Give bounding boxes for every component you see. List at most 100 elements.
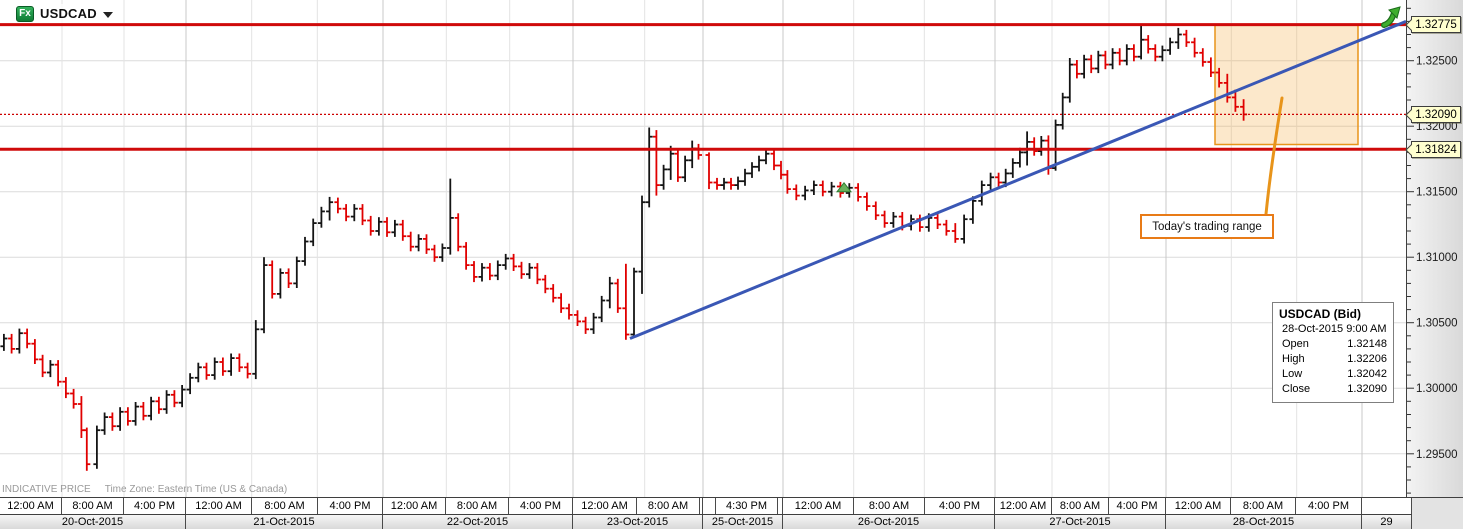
time-cell: 8:00 AM <box>637 498 700 514</box>
ohlc-bar <box>660 164 668 190</box>
ohlc-bar <box>741 168 749 186</box>
trend-up-arrow-icon <box>1381 6 1401 28</box>
ohlc-bar <box>854 183 862 202</box>
tooltip-row-label: High <box>1282 353 1305 365</box>
ohlc-bar <box>762 148 770 165</box>
ohlc-bar <box>916 214 924 232</box>
time-cell: 4:00 PM <box>509 498 573 514</box>
event-marker-icon <box>835 181 853 193</box>
ohlc-bar <box>116 407 124 431</box>
ohlc-bar <box>1231 89 1239 112</box>
ohlc-bar <box>1052 119 1060 171</box>
ohlc-bar <box>8 333 16 354</box>
ohlc-bar <box>934 213 942 229</box>
ohlc-bar <box>606 276 614 309</box>
ohlc-bar <box>108 412 116 431</box>
ohlc-bar <box>533 263 541 285</box>
price-axis[interactable]: 1.32500 1.32000 1.31500 1.31000 1.30500 1.300… <box>1406 0 1463 497</box>
timezone-label: Time Zone: Eastern Time (US & Canada) <box>104 484 288 495</box>
ohlc-bar <box>1116 48 1124 66</box>
ohlc-bar <box>285 268 293 288</box>
symbol-dropdown[interactable]: Fx USDCAD <box>12 4 117 23</box>
ohlc-bar <box>1207 57 1215 77</box>
ohlc-bar <box>1223 73 1231 103</box>
time-cell <box>1362 498 1412 514</box>
ohlc-bar <box>93 425 101 469</box>
ohlc-bar <box>574 310 581 326</box>
ohlc-bar <box>1182 29 1190 47</box>
ohlc-bar <box>1101 50 1109 70</box>
ohlc-bar <box>139 402 147 421</box>
symbol-label: USDCAD <box>40 6 97 21</box>
chart-plot-area[interactable]: Fx USDCAD INDICATIVE PRICE Time Zone: Eas… <box>0 0 1406 497</box>
ohlc-bar <box>252 320 260 380</box>
price-axis-label: 1.31500 <box>1416 187 1458 199</box>
ohlc-bar <box>39 354 47 378</box>
ohlc-bar <box>713 177 721 190</box>
ohlc-bar <box>470 261 478 283</box>
today-range-box <box>1214 24 1359 146</box>
ohlc-bar <box>15 328 23 354</box>
ohlc-bar <box>431 244 438 262</box>
tooltip-datetime: 28-Oct-2015 9:00 AM <box>1282 323 1387 335</box>
ohlc-bar <box>178 385 186 408</box>
time-cell: 4:00 PM <box>124 498 186 514</box>
ohlc-bar <box>147 396 155 421</box>
ohlc-bar <box>1123 44 1131 66</box>
time-cell: 8:00 AM <box>1052 498 1109 514</box>
ohlc-bar <box>1009 158 1017 178</box>
time-cell: 8:00 AM <box>62 498 124 514</box>
ohlc-bar <box>407 231 415 252</box>
ohlc-bar <box>889 212 897 228</box>
time-cell: 8:00 AM <box>446 498 509 514</box>
ohlc-bar <box>359 204 366 226</box>
ohlc-bar <box>170 390 178 408</box>
ohlc-bar <box>1066 58 1074 103</box>
ohlc-bar <box>978 180 986 206</box>
time-axis-row[interactable]: 12:00 AM 8:00 AM 4:00 PM 12:00 AM 8:00 AM 4:0… <box>0 497 1412 514</box>
ohlc-bar <box>367 215 375 236</box>
time-cell: 12:00 AM <box>783 498 854 514</box>
ohlc-bar <box>1144 35 1152 54</box>
tooltip-row: High 1.32206 <box>1279 352 1387 367</box>
ohlc-bar <box>674 149 682 182</box>
ohlc-bar <box>46 360 54 378</box>
ohlc-bar <box>770 149 778 171</box>
ohlc-bar <box>268 260 276 299</box>
ohlc-bar <box>219 357 227 376</box>
time-cell: 12:00 AM <box>0 498 62 514</box>
callout-connector <box>1264 96 1284 216</box>
time-cell: 8:00 AM <box>854 498 925 514</box>
price-axis-label: 1.31000 <box>1416 252 1458 264</box>
ohlc-bar <box>83 427 91 471</box>
ohlc-bar <box>54 360 62 387</box>
ohlc-bar <box>645 127 653 208</box>
time-cell: 4:00 PM <box>925 498 995 514</box>
date-axis-row[interactable]: 20-Oct-2015 21-Oct-2015 22-Oct-2015 23-Oct-… <box>0 514 1412 529</box>
ohlc-bar <box>1087 54 1095 74</box>
ohlc-bar <box>1130 44 1138 62</box>
tooltip-title: USDCAD (Bid) <box>1279 307 1361 321</box>
ohlc-bar <box>622 263 630 340</box>
ohlc-bar <box>1037 136 1045 156</box>
ohlc-bar <box>705 152 713 190</box>
ohlc-bar <box>549 284 557 303</box>
date-cell: 25-Oct-2015 <box>703 515 783 529</box>
date-cell: 23-Oct-2015 <box>573 515 703 529</box>
price-axis-label: 1.32500 <box>1416 56 1458 68</box>
ohlc-bar <box>23 328 31 349</box>
ohlc-bar <box>942 219 950 236</box>
tooltip-row-value: 1.32206 <box>1347 353 1387 365</box>
ohlc-bar <box>186 373 194 395</box>
ohlc-bar <box>101 412 109 435</box>
ohlc-bar <box>872 201 880 220</box>
tooltip-row-label: Low <box>1282 368 1303 380</box>
ohlc-bar <box>1199 48 1207 67</box>
ohlc-bar <box>350 204 358 222</box>
ohlc-bar <box>77 396 85 438</box>
ohlc-bar <box>211 357 219 380</box>
ohlc-bar <box>1191 37 1199 58</box>
ohlc-bar <box>582 316 590 334</box>
ohlc-bar <box>667 145 675 180</box>
date-cell: 20-Oct-2015 <box>0 515 186 529</box>
